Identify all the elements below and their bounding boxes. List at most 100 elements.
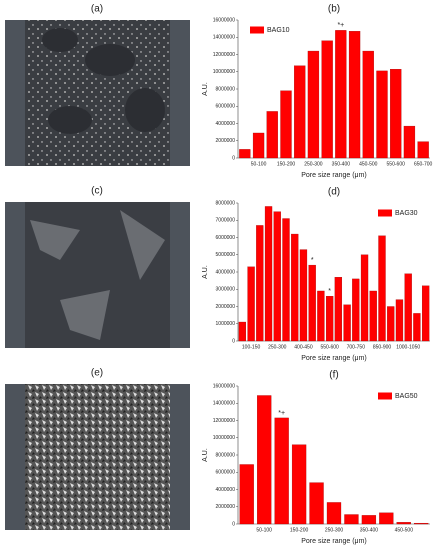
bar (309, 482, 324, 525)
bar (335, 30, 347, 159)
image-label: (e) (91, 368, 103, 379)
bar (387, 306, 395, 342)
x-tick-label: 150-200 (290, 527, 309, 533)
bar (326, 502, 342, 525)
bar (414, 522, 429, 525)
legend-swatch (378, 392, 392, 400)
bar (344, 514, 359, 525)
bar (348, 31, 361, 159)
x-tick-label: 400-450 (294, 344, 313, 350)
y-axis-label: A.U. (202, 265, 209, 279)
bar (361, 515, 377, 525)
y-tick-label: 0 (232, 338, 235, 344)
x-tick-label: 1000-1050 (396, 344, 420, 350)
y-tick-label: 16000000 (213, 17, 235, 23)
x-tick-label: 650-700 (414, 161, 433, 167)
chart-title: (d) (328, 187, 340, 198)
bar (299, 249, 308, 342)
y-tick-label: 8000000 (216, 452, 236, 458)
x-tick-label: 250-300 (325, 527, 344, 533)
legend-label: BAG10 (267, 27, 290, 34)
bar (396, 522, 411, 525)
bar (317, 290, 325, 342)
x-tick-label: 550-600 (387, 161, 406, 167)
bar (266, 111, 278, 159)
bar (395, 299, 404, 342)
bar (321, 40, 333, 159)
struts (30, 210, 165, 340)
bar (264, 206, 273, 342)
bar (247, 266, 255, 342)
bar (334, 277, 343, 342)
x-tick-label: 250-300 (268, 344, 287, 350)
y-tick-label: 16000000 (213, 383, 235, 389)
y-tick-label: 6000000 (216, 235, 236, 241)
y-tick-label: 1000000 (216, 321, 236, 327)
image-label: (c) (91, 186, 103, 197)
bar (239, 149, 251, 159)
x-tick-label: 850-900 (373, 344, 392, 350)
annotation: * (311, 257, 314, 264)
bar (256, 225, 264, 342)
bar (291, 444, 307, 525)
bar (343, 304, 351, 342)
y-axis-label: A.U. (202, 82, 209, 96)
chart-title: (f) (329, 370, 338, 381)
bar (362, 50, 374, 159)
bar (280, 90, 292, 159)
x-axis-label: Pore size range (μm) (301, 538, 367, 545)
annotation: *+ (278, 410, 285, 417)
y-tick-label: 10000000 (213, 69, 235, 75)
x-tick-label: 50-100 (256, 527, 272, 533)
bar (257, 395, 272, 525)
bar (325, 295, 334, 342)
bar (413, 313, 421, 342)
y-tick-label: 2000000 (216, 304, 236, 310)
image-label: (a) (91, 4, 103, 15)
bar (403, 125, 416, 159)
y-axis-label: A.U. (202, 448, 209, 462)
y-tick-label: 4000000 (216, 121, 236, 127)
x-tick-label: 550-600 (320, 344, 339, 350)
bar (282, 218, 290, 342)
y-tick-label: 8000000 (216, 86, 236, 92)
bar (274, 417, 289, 525)
bar (308, 264, 316, 342)
y-tick-label: 7000000 (216, 218, 236, 224)
bar (404, 273, 412, 342)
x-tick-label: 100-150 (242, 344, 261, 350)
bar (360, 254, 369, 342)
bar (390, 69, 402, 159)
x-tick-label: 50-100 (251, 161, 267, 167)
legend-swatch (378, 209, 392, 217)
x-tick-label: 150-200 (277, 161, 296, 167)
bar (239, 464, 254, 525)
bar (291, 233, 299, 342)
legend-label: BAG50 (395, 393, 418, 400)
y-tick-label: 12000000 (213, 52, 235, 58)
chart-title: (b) (328, 4, 340, 15)
bar (378, 235, 386, 342)
pores (42, 28, 165, 134)
x-tick-label: 450-500 (395, 527, 414, 533)
y-tick-label: 0 (232, 155, 235, 161)
y-tick-label: 10000000 (213, 435, 235, 441)
bar (369, 290, 377, 342)
y-tick-label: 8000000 (216, 200, 236, 206)
y-tick-label: 0 (232, 521, 235, 527)
micro-ct-image (25, 384, 170, 530)
x-tick-label: 350-400 (360, 527, 379, 533)
x-tick-label: 350-400 (332, 161, 351, 167)
y-tick-label: 2000000 (216, 504, 236, 510)
y-tick-label: 3000000 (216, 287, 236, 293)
annotation: *+ (337, 22, 344, 29)
y-tick-label: 4000000 (216, 269, 236, 275)
y-tick-label: 6000000 (216, 104, 236, 110)
x-axis-label: Pore size range (μm) (301, 355, 367, 362)
x-tick-label: 250-300 (304, 161, 323, 167)
x-tick-label: 450-500 (359, 161, 378, 167)
y-tick-label: 2000000 (216, 138, 236, 144)
legend-swatch (250, 26, 264, 34)
x-tick-label: 700-750 (347, 344, 366, 350)
